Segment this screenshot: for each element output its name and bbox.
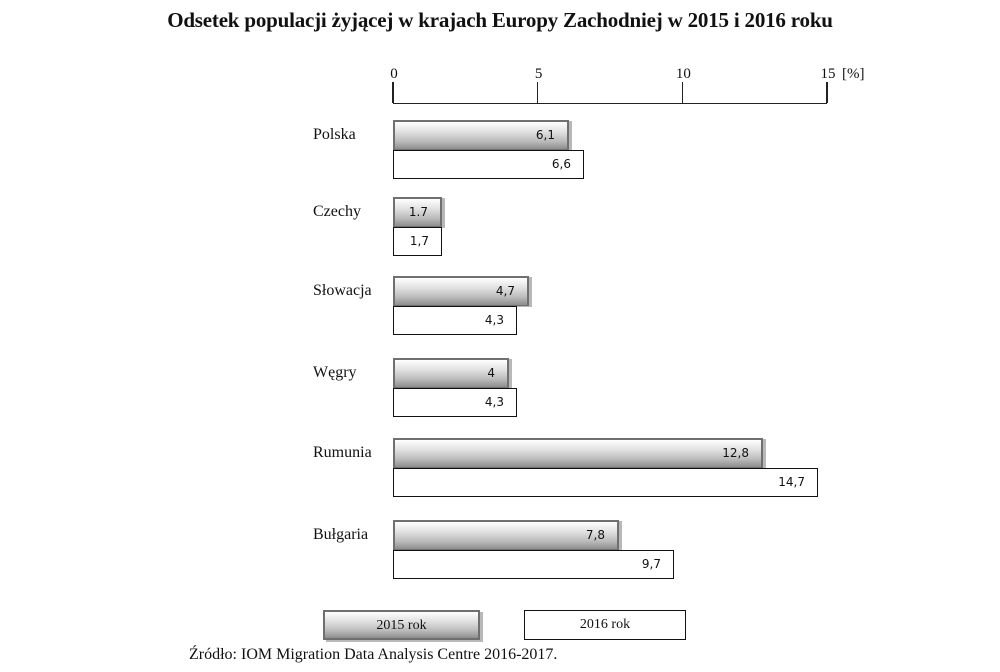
bar-2016: 4,3 [393, 306, 517, 335]
x-tick-label: 15 [820, 66, 836, 82]
bar-2015: 4,7 [393, 276, 529, 306]
legend-label-2016: 2016 rok [579, 617, 631, 632]
bar-2016: 6,6 [393, 150, 584, 179]
category-label: Rumunia [313, 444, 372, 461]
chart-title: Odsetek populacji żyjącej w krajach Euro… [167, 8, 833, 32]
bar-value-label: 7,8 [585, 528, 605, 542]
x-tick-label: 10 [675, 66, 691, 82]
bar-value-label: 1.7 [408, 205, 428, 219]
bar-value-label: 4,7 [495, 284, 515, 298]
bar-value-label: 14,7 [778, 475, 805, 489]
bar-value-label: 4,3 [484, 313, 504, 327]
x-tick [392, 82, 394, 103]
bar-2015: 7,8 [393, 520, 619, 550]
bar-2016: 9,7 [393, 550, 674, 579]
category-label: Polska [313, 126, 356, 143]
x-axis-unit: [%] [842, 66, 865, 82]
category-label: Bułgaria [313, 526, 369, 543]
bar-2016: 4,3 [393, 388, 517, 417]
category-label: Węgry [313, 364, 357, 381]
legend-item-2015: 2015 rok [323, 610, 480, 640]
legend-label-2015: 2015 rok [376, 618, 427, 633]
bar-value-label: 6,6 [551, 157, 571, 171]
bar-value-label: 4,3 [484, 395, 504, 409]
bar-2016: 14,7 [393, 468, 818, 497]
source-note: Źródło: IOM Migration Data Analysis Cent… [189, 646, 558, 663]
x-tick [536, 82, 539, 103]
bar-2015: 4 [393, 358, 509, 388]
x-tick [681, 82, 684, 103]
category-label: Czechy [313, 203, 361, 220]
bar-2015: 1.7 [393, 197, 442, 227]
bar-2016: 1,7 [393, 227, 442, 256]
bar-2015: 12,8 [393, 438, 763, 468]
bar-value-label: 9,7 [641, 557, 661, 571]
bar-2015: 6,1 [393, 120, 569, 150]
bar-value-label: 6,1 [535, 128, 555, 142]
x-axis-line [393, 97, 827, 104]
bar-value-label: 1,7 [409, 234, 429, 248]
x-tick-label: 0 [390, 66, 398, 82]
category-label: Słowacja [313, 282, 372, 299]
legend-item-2016: 2016 rok [524, 610, 686, 640]
x-tick-label: 5 [534, 66, 543, 82]
x-tick [826, 82, 828, 103]
bar-value-label: 12,8 [722, 446, 749, 460]
bar-value-label: 4 [487, 366, 495, 380]
